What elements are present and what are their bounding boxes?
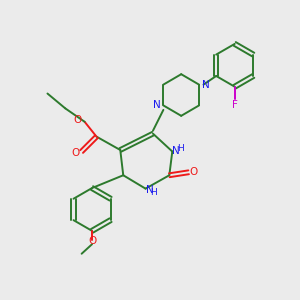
- Text: N: N: [153, 100, 161, 110]
- Text: O: O: [74, 115, 82, 125]
- Text: F: F: [232, 100, 238, 110]
- Text: O: O: [88, 236, 96, 246]
- Text: O: O: [72, 148, 80, 158]
- Text: O: O: [190, 167, 198, 177]
- Text: N: N: [146, 185, 153, 195]
- Text: N: N: [202, 80, 209, 90]
- Text: H: H: [151, 188, 157, 197]
- Text: N: N: [172, 146, 180, 156]
- Text: H: H: [177, 144, 184, 153]
